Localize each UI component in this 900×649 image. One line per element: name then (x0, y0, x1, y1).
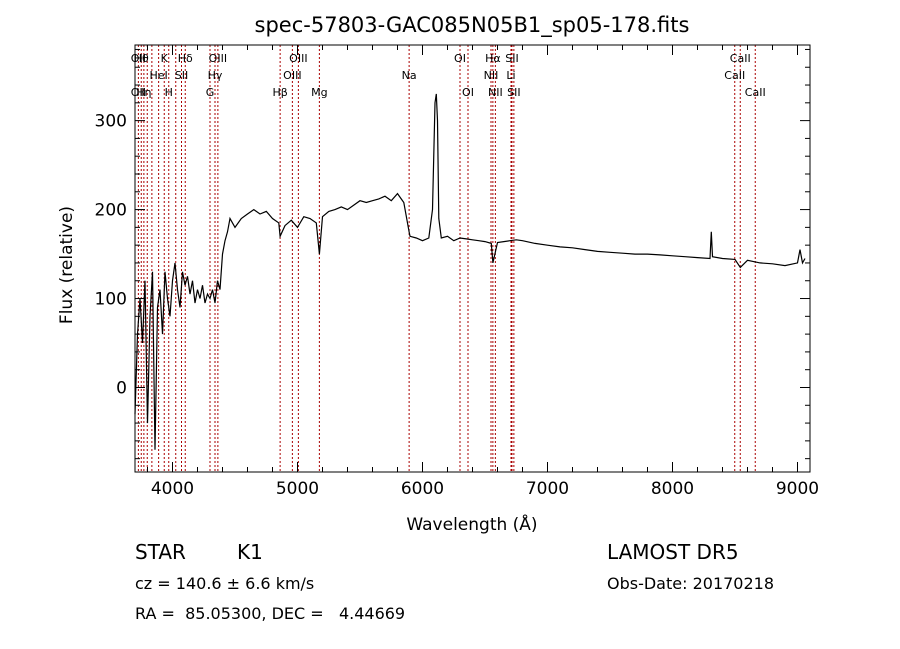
line-label: Hθ (134, 52, 149, 65)
x-axis-label: Wavelength (Å) (406, 513, 537, 535)
x-tick-label: 5000 (276, 479, 319, 499)
line-label: Li (506, 69, 515, 82)
line-label: SII (507, 86, 520, 99)
line-label: Na (402, 69, 417, 82)
line-label: Hα (485, 52, 501, 65)
survey-name: LAMOST DR5 (607, 540, 739, 564)
line-label: NII (484, 69, 499, 82)
spectrum-line-0 (134, 93, 806, 450)
line-label: OI (454, 52, 466, 65)
line-label: H (165, 86, 173, 99)
line-label: Hβ (272, 86, 287, 99)
x-axis: 4000 5000 6000 7000 8000 9000 (147, 45, 819, 499)
line-label: OIII (283, 69, 301, 82)
line-label: HeI (149, 69, 167, 82)
x-tick-label: 8000 (651, 479, 694, 499)
line-label: K (161, 52, 169, 65)
object-subclass: K1 (237, 540, 263, 564)
line-label: G (206, 86, 215, 99)
line-label: CaII (745, 86, 766, 99)
object-class: STAR (135, 540, 186, 564)
line-marker-labels: OIIOIIHθHηHeIKHSIIHδGHγOIIIHβOIIIOIIIMgN… (131, 52, 766, 99)
x-tick-label: 9000 (776, 479, 819, 499)
y-tick-label: 100 (95, 290, 127, 310)
observation-date: Obs-Date: 20170218 (607, 574, 775, 593)
line-label: SII (175, 69, 188, 82)
x-tick-label: 4000 (151, 479, 194, 499)
coordinates: RA = 85.05300, DEC = 4.44669 (135, 604, 406, 623)
line-label: Hη (136, 86, 151, 99)
line-label: Hδ (178, 52, 193, 65)
x-tick-label: 6000 (401, 479, 444, 499)
line-label: Hγ (208, 69, 223, 82)
y-tick-label: 300 (95, 112, 127, 132)
line-label: Mg (311, 86, 327, 99)
y-tick-label: 200 (95, 201, 127, 221)
y-axis-label: Flux (relative) (57, 206, 77, 324)
spectrum-series (134, 93, 806, 450)
redshift-velocity: cz = 140.6 ± 6.6 km/s (135, 574, 315, 593)
y-axis: 0 100 200 300 (95, 48, 810, 460)
line-label: SII (505, 52, 518, 65)
line-label: OI (462, 86, 474, 99)
x-tick-label: 7000 (526, 479, 569, 499)
line-label: NII (488, 86, 503, 99)
chart-title: spec-57803-GAC085N05B1_sp05-178.fits (255, 13, 690, 38)
line-markers (137, 45, 756, 472)
line-label: CaII (724, 69, 745, 82)
line-label: CaII (730, 52, 751, 65)
line-label: OIII (289, 52, 307, 65)
line-label: OIII (209, 52, 227, 65)
y-tick-label: 0 (116, 378, 127, 398)
